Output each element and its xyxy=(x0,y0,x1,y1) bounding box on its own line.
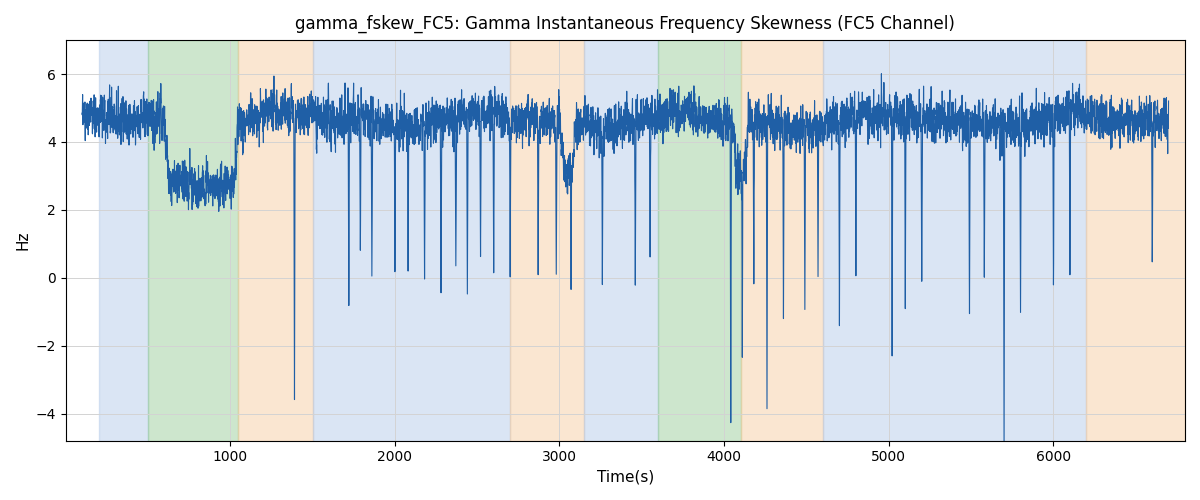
Bar xyxy=(239,40,312,440)
Bar xyxy=(312,40,510,440)
Bar xyxy=(823,40,1086,440)
Bar xyxy=(98,40,148,440)
Title: gamma_fskew_FC5: Gamma Instantaneous Frequency Skewness (FC5 Channel): gamma_fskew_FC5: Gamma Instantaneous Fre… xyxy=(295,15,955,34)
Bar xyxy=(148,40,239,440)
X-axis label: Time(s): Time(s) xyxy=(596,470,654,485)
Bar xyxy=(740,40,823,440)
Bar xyxy=(584,40,659,440)
Y-axis label: Hz: Hz xyxy=(16,230,30,250)
Bar xyxy=(510,40,584,440)
Bar xyxy=(1086,40,1184,440)
Bar xyxy=(659,40,740,440)
